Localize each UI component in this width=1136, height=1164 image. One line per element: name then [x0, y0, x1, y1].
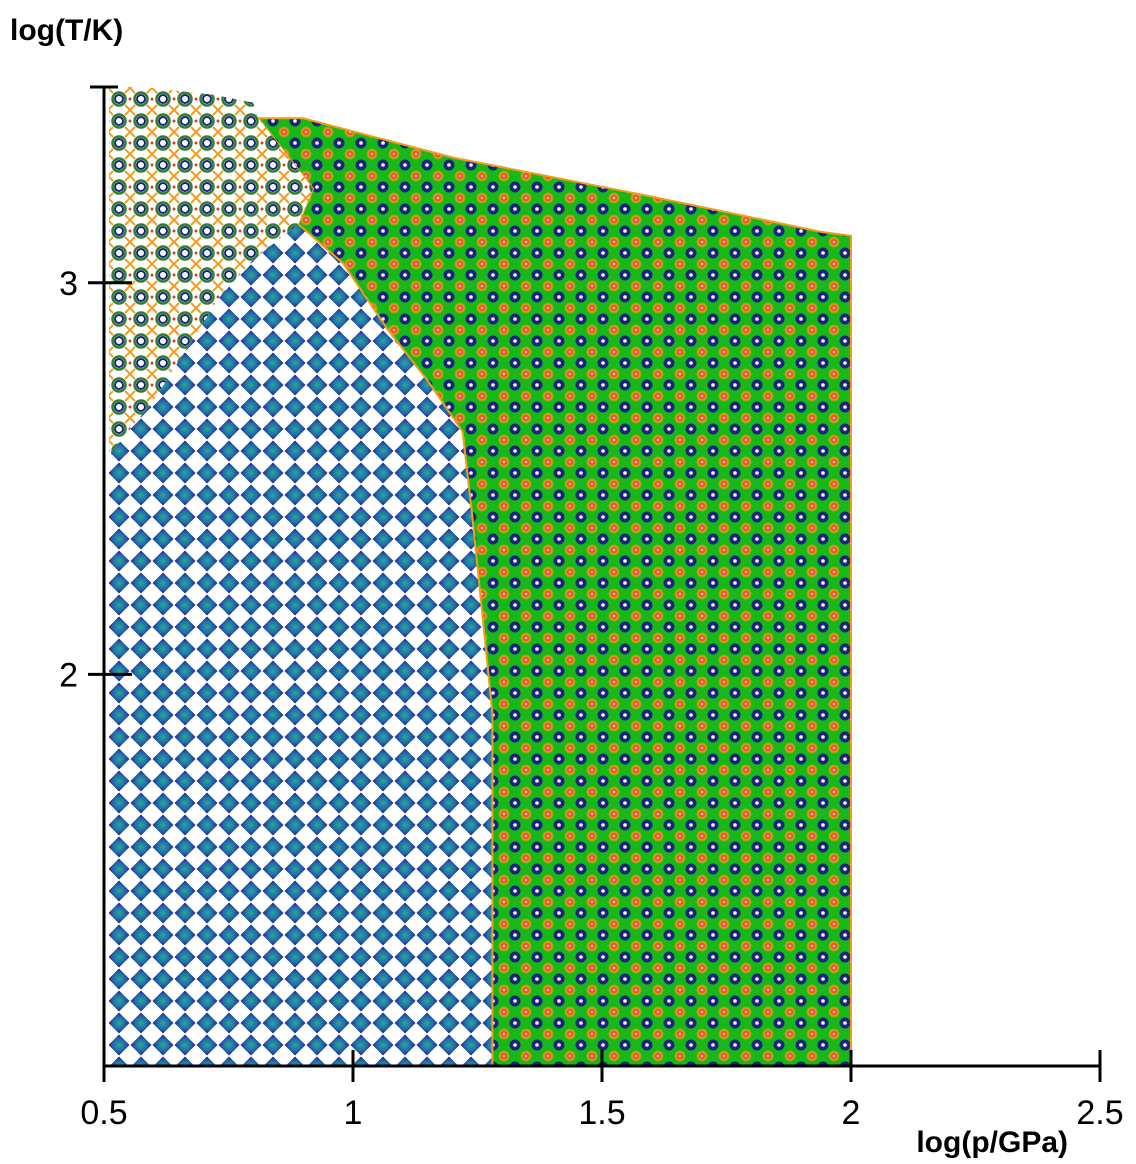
x-axis-title: log(p/GPa): [916, 1126, 1068, 1159]
x-tick-label: 1: [344, 1094, 363, 1132]
y-tick-label: 2: [59, 656, 78, 694]
phase-region-low-pressure-phase: [109, 224, 493, 1067]
x-tick-label: 0.5: [80, 1094, 127, 1132]
y-tick-label: 3: [59, 265, 78, 303]
phase-regions: [109, 87, 852, 1067]
x-tick-label: 2: [842, 1094, 861, 1132]
phase-region-high-temperature-phase: [109, 87, 314, 456]
y-axis-title: log(T/K): [10, 14, 123, 47]
x-tick-label: 1.5: [578, 1094, 625, 1132]
axis-labels: 0.5 1 1.5 2 2.5 2 3 log(T/K) log(p/GPa): [10, 14, 1124, 1159]
x-tick-label: 2.5: [1076, 1094, 1123, 1132]
axes: [88, 85, 1102, 1082]
phase-region-high-pressure-phase: [256, 117, 852, 1067]
